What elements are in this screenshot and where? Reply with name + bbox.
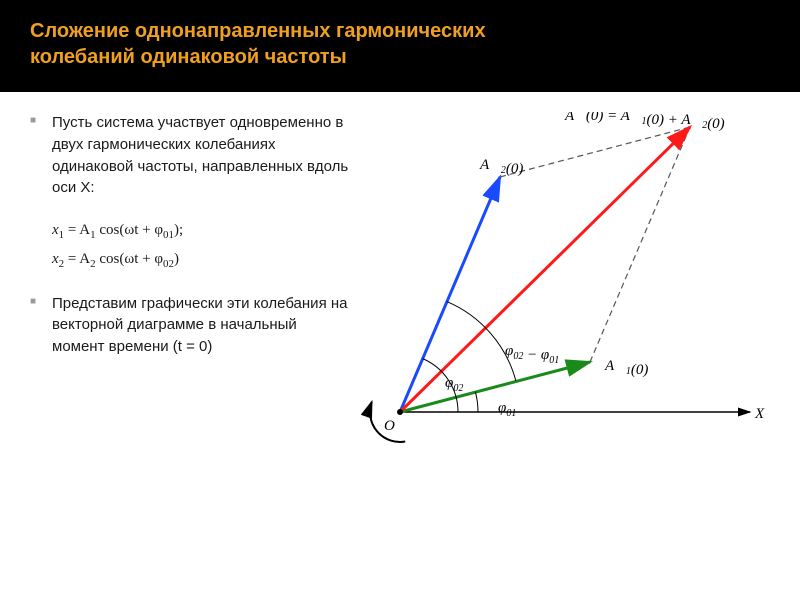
f1-s3: 01 <box>163 229 174 241</box>
f1-end: ); <box>174 222 183 238</box>
title-line-2: колебаний одинаковой частоты <box>30 44 770 70</box>
diagram-svg: O X A⃗1(0) A⃗2(0) A⃗(0) = A⃗1(0) + A⃗2(0) φ01… <box>350 112 770 482</box>
formula-1: x1 = A1 cos(ωt + φ01); <box>52 217 350 246</box>
f1-eq: = A <box>64 222 90 238</box>
label-x-axis: X <box>754 406 765 422</box>
dashed-side-1 <box>590 127 690 362</box>
label-a-sum: A⃗(0) = A⃗1(0) + A⃗2(0) <box>564 112 725 132</box>
bullet-2: Представим графически эти колебания на в… <box>30 293 350 358</box>
dashed-side-2 <box>500 127 690 177</box>
f2-rhs: cos(ωt + φ <box>96 251 163 267</box>
label-origin: O <box>384 418 395 434</box>
f1-rhs: cos(ωt + φ <box>96 222 163 238</box>
bullet-1-text: Пусть система участвует одновременно в д… <box>52 114 348 196</box>
label-phi-diff: φ02 − φ01 <box>505 343 559 366</box>
content-area: Пусть система участвует одновременно в д… <box>0 92 800 482</box>
f2-x: x <box>52 251 59 267</box>
vector-a1 <box>400 362 590 412</box>
text-column: Пусть система участвует одновременно в д… <box>30 112 350 482</box>
vector-diagram: O X A⃗1(0) A⃗2(0) A⃗(0) = A⃗1(0) + A⃗2(0) φ01… <box>350 112 780 482</box>
label-a2: A⃗2(0) <box>479 157 523 177</box>
arc-diff <box>447 302 516 381</box>
f1-x: x <box>52 222 59 238</box>
f2-end: ) <box>174 251 179 267</box>
f2-s3: 02 <box>163 258 174 270</box>
bullet-2-text: Представим графически эти колебания на в… <box>52 295 347 356</box>
formula-block: x1 = A1 cos(ωt + φ01); x2 = A2 cos(ωt + … <box>30 217 350 275</box>
label-phi01: φ01 <box>498 400 516 419</box>
bullet-1: Пусть система участвует одновременно в д… <box>30 112 350 199</box>
slide-title: Сложение однонаправленных гармонических … <box>0 0 800 92</box>
origin-dot <box>397 409 403 415</box>
arc-phi01 <box>475 392 478 412</box>
formula-2: x2 = A2 cos(ωt + φ02) <box>52 246 350 275</box>
f2-eq: = A <box>64 251 90 267</box>
title-line-1: Сложение однонаправленных гармонических <box>30 18 770 44</box>
label-phi02: φ02 <box>445 375 463 394</box>
label-a1: A⃗1(0) <box>604 358 648 378</box>
